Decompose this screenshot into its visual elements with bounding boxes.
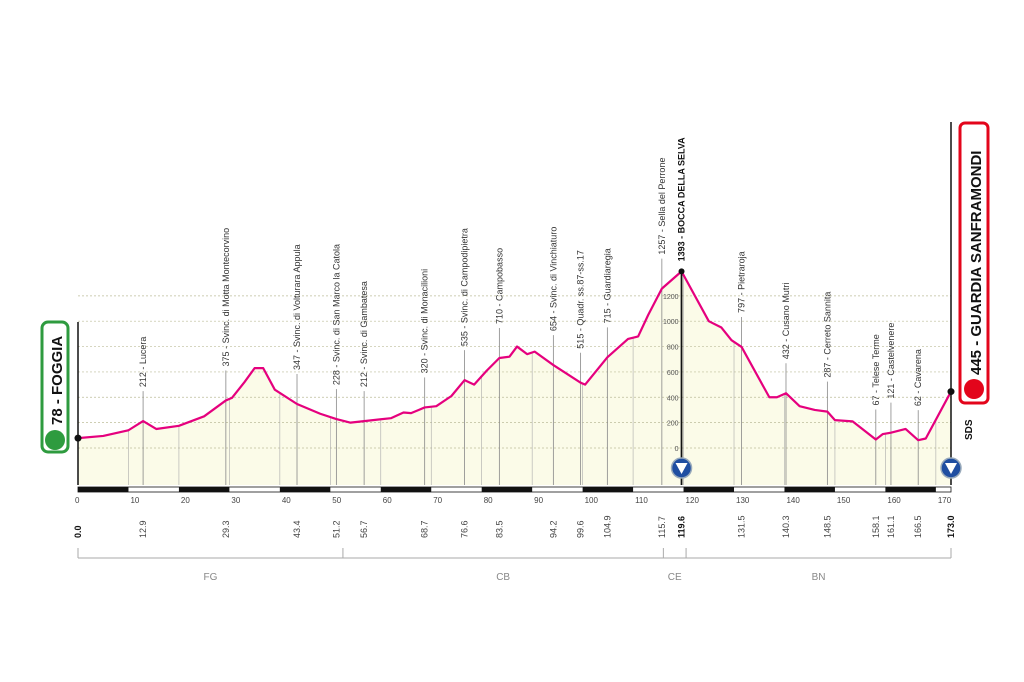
x-tick-label: 40 xyxy=(282,496,291,505)
province-label: BN xyxy=(812,572,826,583)
km-bar-segment xyxy=(279,487,331,492)
km-bar-segment xyxy=(78,487,129,492)
waypoint-km-label: 131.5 xyxy=(737,515,747,538)
km-bar-segment xyxy=(784,487,835,492)
sds-label: SDS xyxy=(964,419,975,440)
x-tick-label: 60 xyxy=(383,496,392,505)
waypoint-km-label: 99.6 xyxy=(576,520,586,538)
waypoint-km-label: 166.5 xyxy=(913,515,923,538)
y-tick-label: 1200 xyxy=(663,294,679,301)
start-point xyxy=(74,434,82,442)
km-bar-segment xyxy=(683,487,735,492)
x-tick-label: 150 xyxy=(837,496,851,505)
waypoint-label: 535 - Svinc. di Campodipietra xyxy=(460,228,470,346)
waypoint-km-label: 140.3 xyxy=(781,515,791,538)
waypoint-label: 1257 - Sella del Perrone xyxy=(657,158,667,255)
waypoint-km-label: 68.7 xyxy=(420,520,430,538)
waypoint-label: 654 - Svinc. di Vinchiaturo xyxy=(548,227,558,331)
finish-point xyxy=(947,388,955,396)
x-tick-label: 10 xyxy=(130,496,139,505)
triangle-down-icon xyxy=(675,463,688,474)
waypoint-label: 515 - Quadr. ss.87-ss.17 xyxy=(576,250,586,349)
province-label: CB xyxy=(496,572,510,583)
y-tick-label: 400 xyxy=(667,395,679,402)
start-label: 78 - FOGGIA xyxy=(49,336,66,425)
profile-area xyxy=(78,271,951,485)
waypoint-km-label: 51.2 xyxy=(331,520,341,538)
x-tick-label: 90 xyxy=(534,496,543,505)
finish-km-label: 173.0 xyxy=(946,515,956,538)
waypoint-label: 62 - Cavarena xyxy=(913,349,923,406)
y-tick-label: 0 xyxy=(675,446,679,453)
y-tick-label: 800 xyxy=(667,345,679,352)
waypoint-km-label: 115.7 xyxy=(657,516,667,538)
waypoint-label: 432 - Cusano Mutri xyxy=(781,283,791,360)
waypoint-km-label: 158.1 xyxy=(871,515,881,538)
waypoint-label: 228 - Svinc. di San Marco la Catola xyxy=(331,244,341,385)
waypoint-km-label: 29.3 xyxy=(221,520,231,538)
x-tick-label: 130 xyxy=(736,496,750,505)
waypoint-label: 347 - Svinc. di Volturara Appula xyxy=(292,244,302,370)
y-tick-label: 1000 xyxy=(663,319,679,326)
x-tick-label: 110 xyxy=(635,496,648,505)
x-tick-label: 120 xyxy=(686,496,700,505)
waypoint-label: 797 - Pietraroja xyxy=(737,251,747,313)
kom-point xyxy=(678,268,685,275)
triangle-down-icon xyxy=(945,463,957,474)
finish-label: 445 - GUARDIA SANFRAMONDI xyxy=(968,151,985,375)
waypoint-km-label: 56.7 xyxy=(359,520,369,538)
waypoint-label: 121 - Castelvenere xyxy=(886,323,896,399)
waypoint-label: 375 - Svinc. di Motta Montecorvino xyxy=(221,228,231,367)
waypoint-km-label: 12.9 xyxy=(138,520,148,538)
x-tick-label: 80 xyxy=(484,496,493,505)
province-label: FG xyxy=(204,572,218,583)
waypoint-km-label: 43.4 xyxy=(292,520,302,538)
x-tick-label: 50 xyxy=(332,496,341,505)
km-bar-segment xyxy=(885,487,936,492)
km-bar-segment xyxy=(582,487,634,492)
waypoint-label: 212 - Svinc. di Gambatesa xyxy=(359,281,369,387)
y-tick-label: 200 xyxy=(667,421,679,428)
km-bar-segment xyxy=(481,487,533,492)
waypoint-km-label: 83.5 xyxy=(494,520,504,538)
bicycle-icon xyxy=(45,430,65,450)
province-label: CE xyxy=(668,572,682,583)
start-badge xyxy=(40,320,70,454)
start-km-label: 0.0 xyxy=(73,525,83,538)
waypoint-km-label: 161.1 xyxy=(886,515,896,538)
x-tick-label: 170 xyxy=(938,496,952,505)
x-tick-label: 30 xyxy=(231,496,240,505)
x-tick-label: 140 xyxy=(786,496,800,505)
waypoint-km-label: 94.2 xyxy=(548,520,558,538)
waypoint-label: 715 - Guardiaregia xyxy=(602,248,612,323)
x-tick-label: 0 xyxy=(75,496,80,505)
waypoint-label: 320 - Svinc. di Monacilioni xyxy=(420,269,430,374)
x-tick-label: 20 xyxy=(181,496,190,505)
waypoint-label: 1393 - BOCCA DELLA SELVA xyxy=(677,137,687,262)
x-tick-label: 100 xyxy=(585,496,599,505)
waypoint-km-label: 104.9 xyxy=(602,515,612,538)
km-bar-segment xyxy=(380,487,432,492)
waypoint-label: 287 - Cerreto Sannita xyxy=(822,292,832,378)
x-tick-label: 70 xyxy=(433,496,442,505)
profile-line xyxy=(77,270,952,442)
x-tick-label: 160 xyxy=(887,496,901,505)
finish-badge xyxy=(958,121,990,405)
km-bar-segment xyxy=(178,487,230,492)
y-tick-label: 600 xyxy=(667,370,679,377)
waypoint-label: 212 - Lucera xyxy=(138,337,148,388)
waypoint-label: 67 - Telese Terme xyxy=(871,334,881,405)
waypoint-label: 710 - Campobasso xyxy=(494,248,504,324)
waypoint-km-label: 119.6 xyxy=(677,516,687,538)
finish-bicycle-icon xyxy=(964,379,984,399)
waypoint-km-label: 148.5 xyxy=(822,515,832,538)
waypoint-km-label: 76.6 xyxy=(460,520,470,538)
